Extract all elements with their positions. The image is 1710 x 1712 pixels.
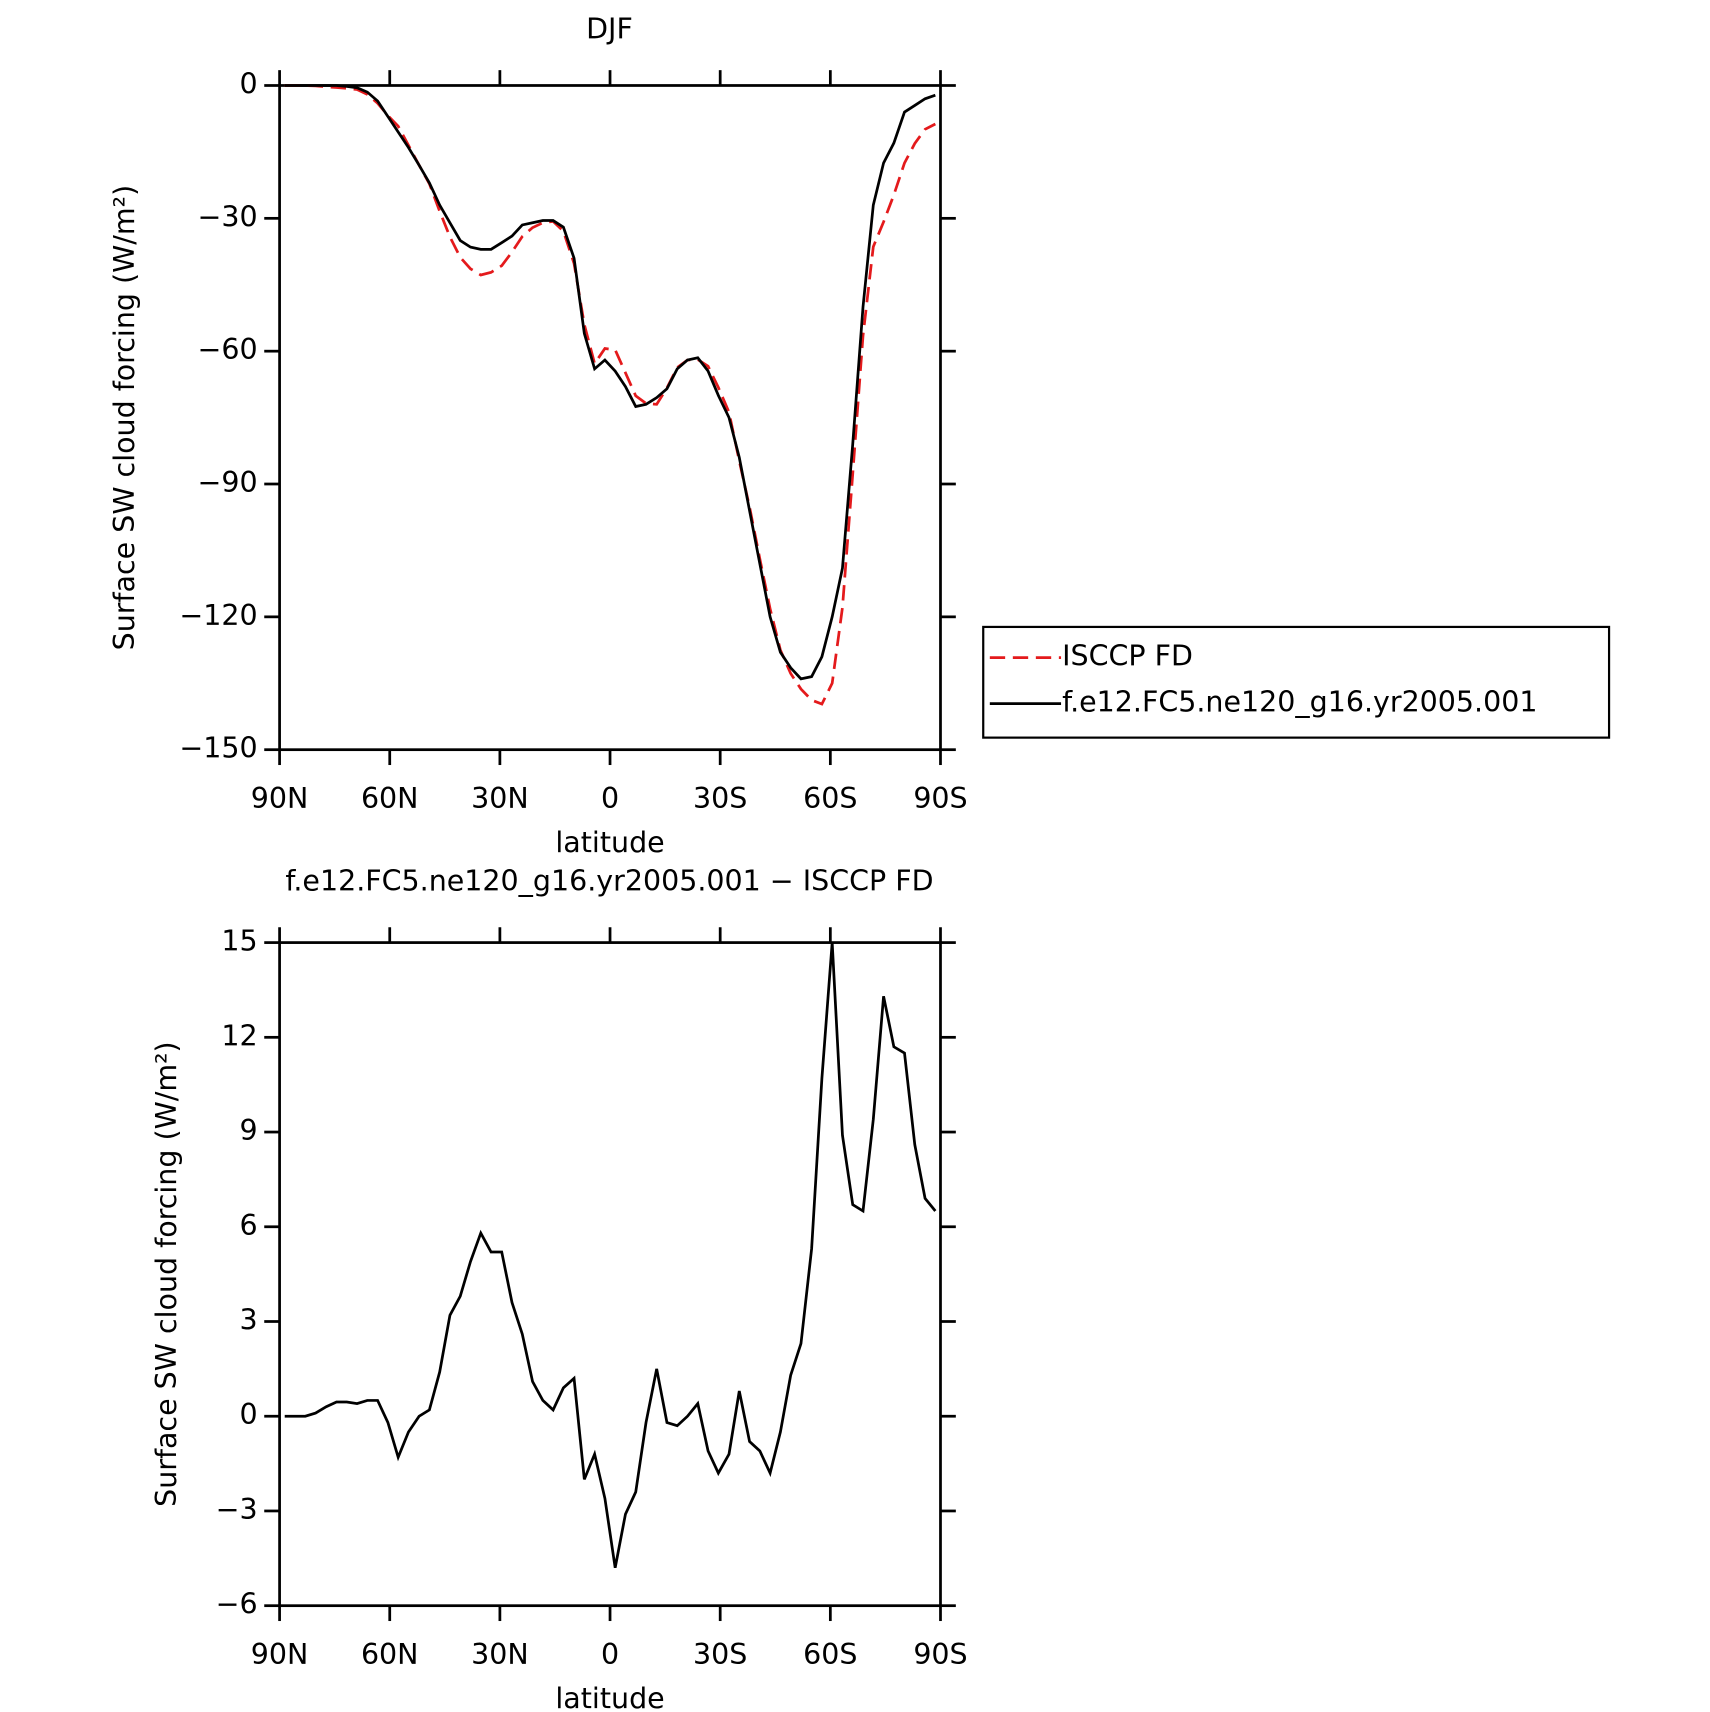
data-line [284,84,936,706]
y-axis-label: Surface SW cloud forcing (W/m²) [150,1041,183,1507]
y-tick-label: −90 [198,466,258,499]
y-tick-label: −120 [179,599,257,632]
x-tick-label: 90S [913,782,967,815]
data-line [284,942,937,1569]
x-tick-label: 30N [471,782,529,815]
x-tick-label: 30N [471,1638,529,1671]
x-tick-label: 30S [693,1638,747,1671]
y-tick-label: 3 [240,1303,258,1336]
chart-title: DJF [586,13,633,46]
x-axis-label: latitude [555,826,664,859]
x-tick-label: 60S [803,1638,857,1671]
plot-frame [278,941,942,1608]
x-tick-label: 0 [601,1638,619,1671]
chart-title: f.e12.FC5.ne120_g16.yr2005.001 − ISCCP F… [285,864,933,897]
x-tick-label: 0 [601,782,619,815]
y-tick-label: −30 [198,200,258,233]
x-tick-label: 90S [913,1638,967,1671]
data-line [284,84,936,681]
y-tick-label: −150 [179,732,257,765]
y-tick-label: 0 [240,67,258,100]
y-tick-label: −6 [216,1588,258,1621]
plot-frame [278,84,942,752]
y-tick-label: −60 [198,333,258,366]
legend-label: f.e12.FC5.ne120_g16.yr2005.001 [1062,686,1537,719]
x-tick-label: 60S [803,782,857,815]
legend-box [982,625,1611,739]
y-tick-label: 0 [240,1398,258,1431]
y-tick-label: 15 [221,925,257,958]
x-tick-label: 90N [251,1638,309,1671]
y-tick-label: −3 [216,1493,258,1526]
x-tick-label: 60N [361,1638,419,1671]
legend-label: ISCCP FD [1062,640,1193,673]
x-axis-label: latitude [555,1682,664,1712]
y-tick-label: 9 [240,1114,258,1147]
y-tick-label: 12 [221,1019,257,1052]
x-tick-label: 30S [693,782,747,815]
y-axis-label: Surface SW cloud forcing (W/m²) [108,185,141,651]
x-tick-label: 90N [251,782,309,815]
y-tick-label: 6 [240,1209,258,1242]
x-tick-label: 60N [361,782,419,815]
